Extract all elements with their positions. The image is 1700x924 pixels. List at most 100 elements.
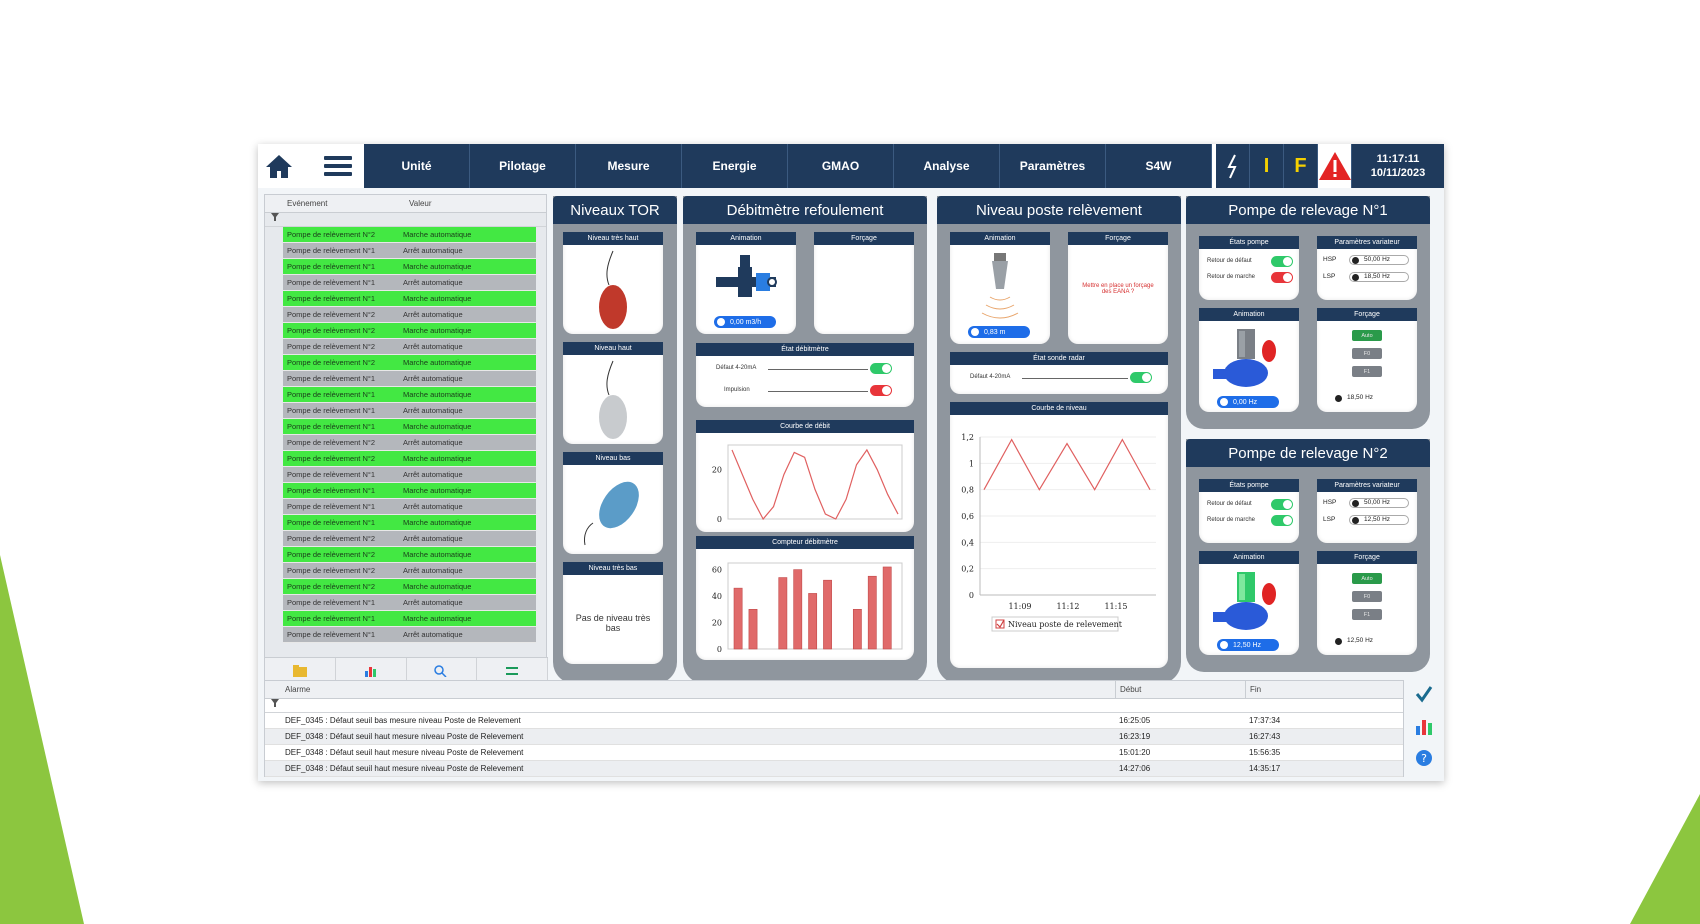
pump1-run-toggle[interactable] (1271, 272, 1293, 283)
bar-chart-icon (364, 666, 376, 677)
col-value[interactable]: Valeur (409, 199, 432, 208)
alarm-row[interactable]: DEF_0348 : Défaut seuil haut mesure nive… (265, 745, 1403, 761)
col-event[interactable]: Evénement (287, 199, 328, 208)
tab-parametres[interactable]: Paramètres (1000, 144, 1106, 188)
tab-mesure[interactable]: Mesure (576, 144, 682, 188)
event-row[interactable]: Pompe de relèvement N°1 Arrêt automatique (283, 403, 536, 419)
alarms-filter[interactable] (265, 699, 1403, 713)
event-row[interactable]: Pompe de relèvement N°2 Arrêt automatique (283, 339, 536, 355)
pump1-hsp-label: HSP (1323, 256, 1337, 263)
alarm-status[interactable] (1318, 144, 1352, 188)
pump1-hsp-value[interactable]: 50,00 Hz (1349, 255, 1409, 265)
event-row[interactable]: Pompe de relèvement N°2 Arrêt automatique (283, 563, 536, 579)
y-tick-label: 0,6 (961, 512, 974, 521)
home-button[interactable] (264, 152, 294, 180)
event-row[interactable]: Pompe de relèvement N°1 Marche automatiqu… (283, 515, 536, 531)
tab-unite[interactable]: Unité (364, 144, 470, 188)
folder-button[interactable] (265, 658, 336, 683)
event-row[interactable]: Pompe de relèvement N°2 Marche automatiqu… (283, 227, 536, 243)
event-value: Marche automatique (403, 326, 472, 335)
flow-fault-toggle[interactable] (870, 363, 892, 374)
pump2-title: Pompe de relevage N°2 (1186, 439, 1430, 467)
pump2-f0-button[interactable]: F0 (1352, 591, 1382, 602)
tab-analyse[interactable]: Analyse (894, 144, 1000, 188)
event-row[interactable]: Pompe de relèvement N°2 Marche automatiqu… (283, 579, 536, 595)
event-row[interactable]: Pompe de relèvement N°1 Arrêt automatique (283, 595, 536, 611)
tab-pilotage[interactable]: Pilotage (470, 144, 576, 188)
pump2-run-toggle[interactable] (1271, 515, 1293, 526)
flowmeter-icon (716, 255, 777, 297)
columns-button[interactable] (477, 658, 548, 683)
event-row[interactable]: Pompe de relèvement N°1 Marche automatiqu… (283, 611, 536, 627)
event-value: Arrêt automatique (403, 566, 463, 575)
pump2-auto-button[interactable]: Auto (1352, 573, 1382, 584)
tab-s4w[interactable]: S4W (1106, 144, 1212, 188)
level-title: Niveau poste relèvement (937, 196, 1181, 224)
event-row[interactable]: Pompe de relèvement N°1 Arrêt automatique (283, 243, 536, 259)
event-value: Marche automatique (403, 582, 472, 591)
pump2-lsp-value[interactable]: 12,50 Hz (1349, 515, 1409, 525)
event-name: Pompe de relèvement N°1 (287, 422, 376, 431)
event-row[interactable]: Pompe de relèvement N°1 Marche automatiqu… (283, 259, 536, 275)
event-row[interactable]: Pompe de relèvement N°1 Arrêt automatique (283, 275, 536, 291)
event-name: Pompe de relèvement N°1 (287, 470, 376, 479)
y-tick-label: 20 (712, 619, 722, 628)
event-row[interactable]: Pompe de relèvement N°2 Marche automatiqu… (283, 451, 536, 467)
acknowledge-button[interactable] (1414, 684, 1434, 709)
pump2-forcing-value[interactable]: 12,50 Hz (1333, 637, 1397, 647)
flow-counter-chart: 60 40 20 0 (712, 562, 903, 654)
help-button[interactable]: ? (1414, 748, 1434, 773)
col-alarm[interactable]: Alarme (285, 685, 311, 694)
pump1-auto-button[interactable]: Auto (1352, 330, 1382, 341)
event-row[interactable]: Pompe de relèvement N°1 Marche automatiqu… (283, 387, 536, 403)
tab-energie[interactable]: Energie (682, 144, 788, 188)
flow-animation-label: Animation (696, 232, 796, 245)
legend-checkbox[interactable] (995, 619, 1005, 629)
tab-gmao[interactable]: GMAO (788, 144, 894, 188)
event-row[interactable]: Pompe de relèvement N°1 Arrêt automatique (283, 467, 536, 483)
pump1-f1-button[interactable]: F1 (1352, 366, 1382, 377)
level-legend[interactable]: Niveau poste de relevement (991, 616, 1123, 632)
main-nav: Unité Pilotage Mesure Energie GMAO Analy… (364, 144, 1212, 188)
indicator-i[interactable]: I (1250, 144, 1284, 188)
alarms-panel: Alarme Début Fin DEF_0345 : Défaut seuil… (264, 680, 1404, 777)
event-row[interactable]: Pompe de relèvement N°2 Arrêt automatique (283, 435, 536, 451)
alarm-row[interactable]: DEF_0345 : Défaut seuil bas mesure nivea… (265, 713, 1403, 729)
event-row[interactable]: Pompe de relèvement N°1 Arrêt automatique (283, 627, 536, 643)
pump1-forcing-value[interactable]: 18,50 Hz (1333, 394, 1397, 404)
pump1-f0-button[interactable]: F0 (1352, 348, 1382, 359)
radar-fault-toggle[interactable] (1130, 372, 1152, 383)
pump1-lsp-value[interactable]: 18,50 Hz (1349, 272, 1409, 282)
event-row[interactable]: Pompe de relèvement N°1 Arrêt automatique (283, 499, 536, 515)
alarm-stats-button[interactable] (1414, 716, 1434, 741)
menu-button[interactable] (322, 152, 354, 180)
y-tick-label: 1 (969, 459, 974, 468)
power-status[interactable] (1216, 144, 1250, 188)
col-start[interactable]: Début (1115, 681, 1245, 698)
pump2-fault-toggle[interactable] (1271, 499, 1293, 510)
pump1-fault-toggle[interactable] (1271, 256, 1293, 267)
event-row[interactable]: Pompe de relèvement N°2 Marche automatiqu… (283, 323, 536, 339)
event-row[interactable]: Pompe de relèvement N°1 Marche automatiqu… (283, 483, 536, 499)
event-row[interactable]: Pompe de relèvement N°1 Arrêt automatique (283, 371, 536, 387)
alarm-row[interactable]: DEF_0348 : Défaut seuil haut mesure nive… (265, 729, 1403, 745)
event-row[interactable]: Pompe de relèvement N°2 Arrêt automatique (283, 307, 536, 323)
indicator-f[interactable]: F (1284, 144, 1318, 188)
event-row[interactable]: Pompe de relèvement N°2 Arrêt automatique (283, 531, 536, 547)
flow-pulse-toggle[interactable] (870, 385, 892, 396)
stats-button[interactable] (336, 658, 407, 683)
pump1-states-label: États pompe (1199, 236, 1299, 249)
level-forcing-message[interactable]: Mettre en place un forçage des EANA ? (1082, 283, 1154, 295)
alarm-row[interactable]: DEF_0348 : Défaut seuil haut mesure nive… (265, 761, 1403, 777)
search-button[interactable] (407, 658, 478, 683)
events-filter[interactable] (265, 213, 546, 227)
pump2-hsp-value[interactable]: 50,00 Hz (1349, 498, 1409, 508)
event-row[interactable]: Pompe de relèvement N°1 Marche automatiqu… (283, 419, 536, 435)
legend-box (991, 616, 1119, 632)
event-row[interactable]: Pompe de relèvement N°2 Marche automatiqu… (283, 547, 536, 563)
event-name: Pompe de relèvement N°1 (287, 502, 376, 511)
event-row[interactable]: Pompe de relèvement N°2 Marche automatiqu… (283, 355, 536, 371)
col-end[interactable]: Fin (1245, 681, 1261, 698)
event-row[interactable]: Pompe de relèvement N°1 Marche automatiqu… (283, 291, 536, 307)
pump2-f1-button[interactable]: F1 (1352, 609, 1382, 620)
